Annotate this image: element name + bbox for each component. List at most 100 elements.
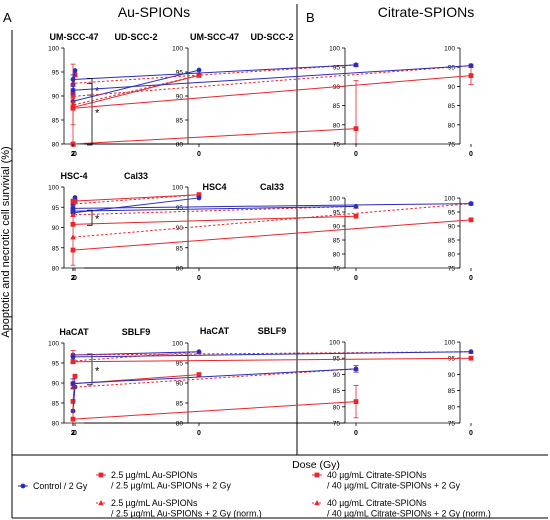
series-line-treated xyxy=(72,194,200,202)
legend-item: 40 µg/mL Citrate-SPIONs/ 40 µg/mL Citrat… xyxy=(312,498,491,519)
y-tick-label: 95 xyxy=(333,65,341,72)
legend-label-line: / 2.5 µg/mL Au-SPIONs + 2 Gy (norm.) xyxy=(111,509,262,519)
series-line-normalized xyxy=(72,65,472,97)
legend-label-line: / 40 µg/mL Citrate-SPIONs + 2 Gy xyxy=(327,481,461,491)
legend-item: 40 µg/mL Citrate-SPIONs/ 40 µg/mL Citrat… xyxy=(312,470,461,491)
legend-label: 2.5 µg/mL Au-SPIONs/ 2.5 µg/mL Au-SPIONs… xyxy=(111,470,231,491)
subplot-title: UM-SCC-47 xyxy=(49,32,98,42)
y-tick-label: 85 xyxy=(176,118,184,125)
data-point-treated xyxy=(72,373,78,379)
x-tick-label: 0 xyxy=(73,275,77,282)
x-tick-label: 2 xyxy=(71,430,75,437)
subplot-title: SBLF9 xyxy=(258,326,287,336)
y-tick-label: 100 xyxy=(172,341,183,348)
data-point-control xyxy=(70,205,76,211)
x-tick-label: 2 xyxy=(71,430,75,437)
series-line-treated xyxy=(72,75,472,109)
data-point-control xyxy=(196,349,202,355)
y-tick-label: 95 xyxy=(448,210,456,217)
y-tick-label: 100 xyxy=(329,46,340,53)
x-tick-label: 2 xyxy=(71,275,75,282)
x-tick-label: 0 xyxy=(354,275,358,282)
y-tick-label: 95 xyxy=(52,361,60,368)
x-axis-label: Dose (Gy) xyxy=(292,459,340,471)
y-tick-label: 75 xyxy=(448,142,456,149)
y-tick-label: 100 xyxy=(329,340,340,347)
y-tick-label: 90 xyxy=(52,94,60,101)
data-point-control xyxy=(468,349,474,355)
y-tick-label: 90 xyxy=(176,94,184,101)
y-tick-label: 100 xyxy=(172,185,183,192)
y-tick-label: 100 xyxy=(444,340,455,347)
y-tick-label: 85 xyxy=(176,401,184,408)
y-tick-label: 85 xyxy=(52,245,60,252)
data-point-treated xyxy=(196,192,202,198)
panel-b-title: Citrate-SPIONs xyxy=(378,4,474,20)
y-tick-label: 100 xyxy=(48,46,59,53)
y-tick-label: 80 xyxy=(176,266,184,273)
series-line-normalized xyxy=(72,64,357,84)
series-line-control xyxy=(72,205,357,212)
series-line-treated xyxy=(72,74,200,109)
panel-a-title: Au-SPIONs xyxy=(118,4,190,20)
series-line-normalized xyxy=(72,351,472,356)
legend-label: 40 µg/mL Citrate-SPIONs/ 40 µg/mL Citrat… xyxy=(327,470,461,491)
y-tick-label: 95 xyxy=(176,205,184,212)
y-tick-label: 80 xyxy=(448,252,456,259)
series-line-control xyxy=(72,65,472,91)
series-line-control xyxy=(72,203,472,209)
y-tick-label: 85 xyxy=(448,238,456,245)
x-tick-label: 2 xyxy=(71,275,75,282)
significance-star: * xyxy=(95,214,100,226)
data-point-treated xyxy=(468,355,474,361)
y-tick-label: 95 xyxy=(52,70,60,77)
legend-label-line: 2.5 µg/mL Au-SPIONs xyxy=(111,498,198,508)
x-tick-label: 0 xyxy=(469,430,473,437)
y-tick-label: 85 xyxy=(333,388,341,395)
panel-a-letter: A xyxy=(3,10,12,25)
series-line-control xyxy=(72,69,200,102)
x-tick-label: 0 xyxy=(469,275,473,282)
data-point-treated xyxy=(70,247,76,253)
data-point-treated xyxy=(70,399,76,404)
subplot-title: UM-SCC-47 xyxy=(190,32,239,42)
data-point-control xyxy=(196,67,202,73)
series-line-normalized xyxy=(72,74,200,106)
data-point-treated xyxy=(70,105,76,111)
series-line-treated xyxy=(72,401,357,420)
y-tick-label: 80 xyxy=(448,404,456,411)
y-tick-label: 85 xyxy=(333,238,341,245)
x-tick-label: 0 xyxy=(197,275,201,282)
data-point-treated xyxy=(353,126,359,132)
series-line-normalized xyxy=(72,368,357,388)
legend-marker xyxy=(98,472,104,478)
significance-bracket xyxy=(87,78,93,146)
legend-label: 40 µg/mL Citrate-SPIONs/ 40 µg/mL Citrat… xyxy=(327,498,491,519)
x-tick-label: 2 xyxy=(71,275,75,282)
y-tick-label: 75 xyxy=(333,142,341,149)
subplot-title: UD-SCC-2 xyxy=(114,32,157,42)
x-tick-label: 2 xyxy=(71,151,75,158)
significance-bracket xyxy=(87,353,93,386)
x-tick-label: 2 xyxy=(71,151,75,158)
y-tick-label: 95 xyxy=(176,361,184,368)
legend-item: 2.5 µg/mL Au-SPIONs/ 2.5 µg/mL Au-SPIONs… xyxy=(96,470,231,491)
subplots: UM-SCC-478085909510002*UD-SCC-2808590951… xyxy=(48,32,474,437)
y-tick-label: 80 xyxy=(52,421,60,428)
series-line-treated xyxy=(72,219,472,251)
y-tick-label: 90 xyxy=(448,224,456,231)
series-line-control xyxy=(72,351,200,356)
subplot-title: HSC-4 xyxy=(60,171,87,181)
y-tick-label: 100 xyxy=(444,46,455,53)
y-tick-label: 90 xyxy=(52,225,60,232)
significance-star: * xyxy=(95,108,100,120)
series-line-control xyxy=(72,351,472,358)
y-tick-label: 80 xyxy=(52,142,60,149)
series-line-treated xyxy=(72,215,357,225)
legend-marker xyxy=(20,483,26,489)
